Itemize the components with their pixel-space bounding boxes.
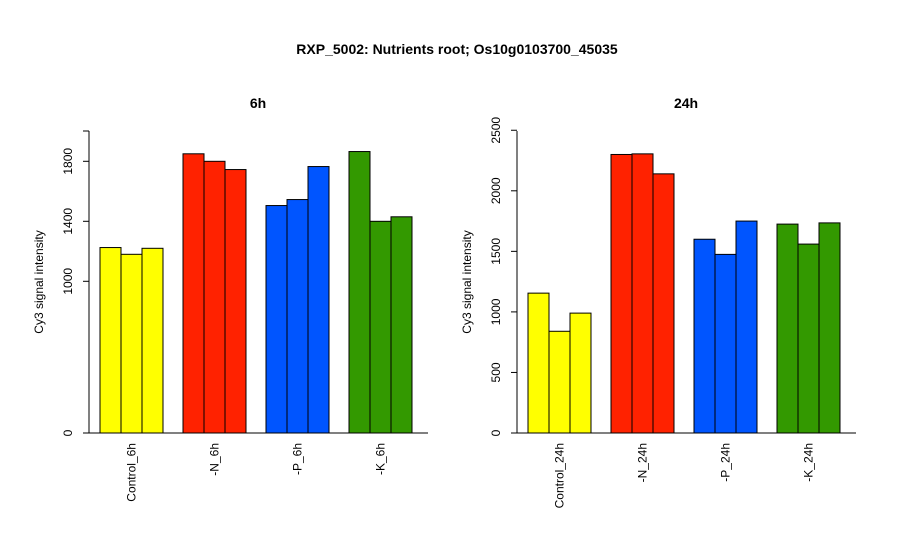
bar — [735, 220, 758, 434]
x-category-label: -N_24h — [636, 443, 650, 482]
bar — [369, 220, 392, 434]
y-tick-label: 0 — [489, 429, 503, 436]
bar — [120, 253, 143, 434]
y-axis-label: Cy3 signal intensity — [460, 230, 474, 333]
bar — [265, 205, 288, 434]
y-tick-label: 2000 — [489, 177, 503, 204]
bar — [652, 173, 675, 434]
bar — [286, 199, 309, 434]
y-tick-label: 500 — [489, 362, 503, 382]
panel-24h: 24h Cy3 signal intensity 0 500 1000 1500 200… — [460, 95, 856, 508]
y-tick-label: 1000 — [61, 268, 75, 295]
bar — [224, 169, 247, 434]
bar — [818, 222, 841, 434]
panel-6h: 6h Cy3 signal intensity 0 1000 1400 1800 Co… — [32, 95, 428, 502]
y-tick-label: 1400 — [61, 208, 75, 235]
y-axis: 0 1000 1400 1800 — [61, 130, 90, 436]
bar — [203, 160, 226, 434]
panel-title: 6h — [250, 95, 266, 111]
x-category-label: -N_6h — [208, 443, 222, 476]
x-category-label: Control_24h — [553, 443, 567, 508]
bar — [527, 292, 550, 434]
y-tick-label: 0 — [61, 429, 75, 436]
x-category-label: -P_24h — [719, 443, 733, 482]
bar — [569, 312, 592, 434]
y-tick-label: 1000 — [489, 298, 503, 325]
bar — [390, 216, 413, 434]
x-category-label: -K_6h — [374, 443, 388, 475]
panel-title: 24h — [674, 95, 698, 111]
bar — [797, 243, 820, 434]
bar — [141, 247, 164, 434]
y-axis-label: Cy3 signal intensity — [32, 230, 46, 333]
bar — [548, 330, 571, 434]
bar — [307, 166, 330, 434]
bar — [714, 253, 737, 434]
bar — [776, 223, 799, 434]
bar — [693, 238, 716, 434]
bar — [99, 247, 122, 434]
x-category-label: -K_24h — [802, 443, 816, 482]
y-tick-label: 2500 — [489, 117, 503, 144]
bars — [527, 153, 841, 434]
bar — [348, 151, 371, 434]
bar — [610, 153, 633, 434]
y-axis: 0 500 1000 1500 2000 2500 — [489, 117, 518, 436]
bar — [631, 153, 654, 434]
x-category-label: Control_6h — [125, 443, 139, 502]
category-labels: Control_24h -N_24h -P_24h -K_24h — [553, 443, 816, 508]
bar — [182, 153, 205, 434]
x-category-label: -P_6h — [291, 443, 305, 475]
category-labels: Control_6h -N_6h -P_6h -K_6h — [125, 443, 388, 502]
y-tick-label: 1800 — [61, 148, 75, 175]
figure-title: RXP_5002: Nutrients root; Os10g0103700_4… — [296, 41, 618, 57]
y-tick-label: 1500 — [489, 238, 503, 265]
bars — [99, 151, 413, 434]
